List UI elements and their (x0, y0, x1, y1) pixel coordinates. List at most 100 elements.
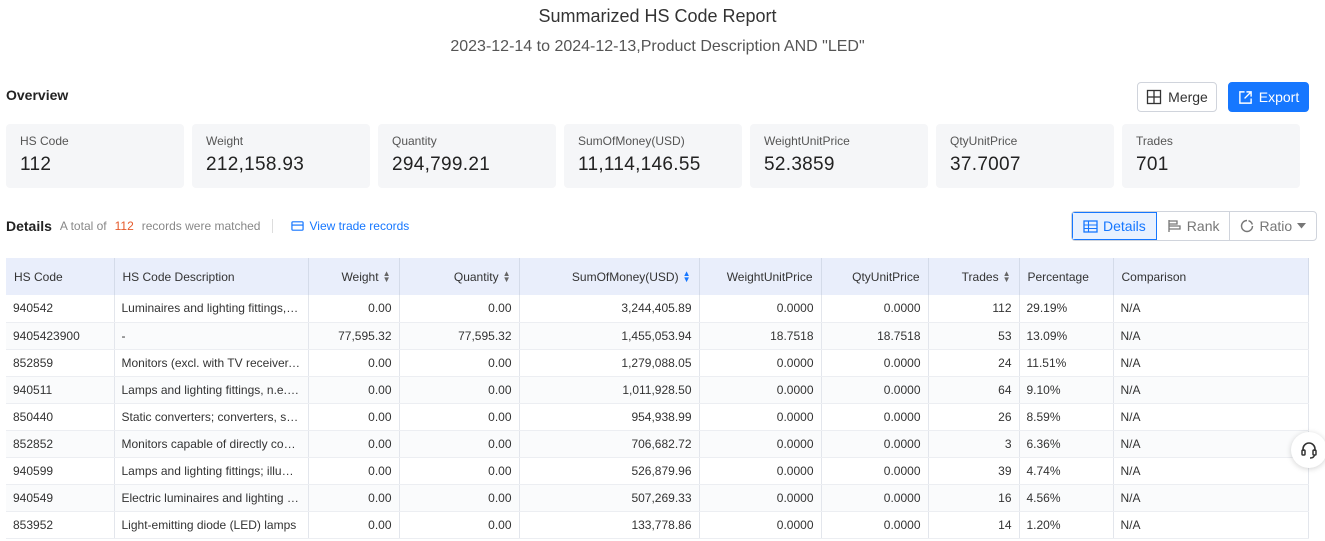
divider (272, 219, 274, 233)
cell-hs-code: 940599 (6, 457, 115, 485)
cell-sum-of-money: 133,778.86 (519, 511, 700, 539)
cell-quantity: 0.00 (399, 511, 520, 539)
cell-comparison: N/A (1113, 430, 1309, 458)
cell-description: - (114, 322, 309, 350)
cell-weight: 0.00 (308, 430, 400, 458)
cell-quantity: 0.00 (399, 295, 520, 323)
cell-weight-unit-price: 0.0000 (699, 403, 822, 431)
cell-weight: 0.00 (308, 484, 400, 512)
cell-sum-of-money: 1,279,088.05 (519, 349, 700, 377)
cell-hs-code: 9405423900 (6, 322, 115, 350)
cell-percentage: 9.10% (1019, 376, 1114, 404)
sort-icon[interactable]: ▲ ▼ (502, 269, 511, 285)
export-button[interactable]: Export (1228, 82, 1309, 112)
cell-comparison: N/A (1113, 349, 1309, 377)
cell-quantity: 77,595.32 (399, 322, 520, 350)
card-sum-of-money: SumOfMoney(USD) 11,114,146.55 (564, 124, 742, 188)
card-value: 294,799.21 (392, 154, 491, 175)
table-row[interactable]: 940511 Lamps and lighting fittings, n.e.s… (6, 376, 1309, 404)
cell-sum-of-money: 1,455,053.94 (519, 322, 700, 350)
col-trades[interactable]: Trades ▲ ▼ (928, 258, 1020, 295)
card-key: SumOfMoney(USD) (578, 134, 685, 148)
cell-comparison: N/A (1113, 403, 1309, 431)
caret-down-icon (1297, 223, 1307, 229)
table-row[interactable]: 852852 Monitors capable of directly conn.… (6, 430, 1309, 458)
grid-icon (1083, 219, 1098, 233)
cell-qty-unit-price: 0.0000 (821, 484, 929, 512)
view-switcher: Details Rank Ratio (1071, 211, 1318, 241)
sort-icon[interactable]: ▲ ▼ (382, 269, 391, 285)
card-value: 112 (20, 154, 52, 175)
tab-ratio[interactable]: Ratio (1230, 212, 1316, 240)
card-key: WeightUnitPrice (764, 134, 850, 148)
cell-hs-code: 852859 (6, 349, 115, 377)
tab-details-label: Details (1103, 218, 1146, 234)
cell-weight: 0.00 (308, 376, 400, 404)
merge-icon (1147, 89, 1162, 105)
view-trade-records-label: View trade records (309, 219, 410, 233)
cell-description: Lamps and lighting fittings; illumi... (114, 457, 309, 485)
table-row[interactable]: 9405423900-77,595.32 77,595.32 1,455,053.9… (6, 322, 1309, 350)
card-key: Trades (1136, 134, 1173, 148)
merge-button[interactable]: Merge (1137, 82, 1217, 112)
cell-trades: 64 (928, 376, 1020, 404)
cell-sum-of-money: 507,269.33 (519, 484, 700, 512)
cell-hs-code: 850440 (6, 403, 115, 431)
table-row[interactable]: 853952 Light-emitting diode (LED) lamps 0.… (6, 511, 1309, 539)
details-bar: Details A total of 112 records were matc… (6, 218, 409, 234)
card-hs-code: HS Code 112 (6, 124, 184, 188)
table-row[interactable]: 852859 Monitors (excl. with TV receiver, … (6, 349, 1309, 377)
cell-comparison: N/A (1113, 484, 1309, 512)
cell-weight-unit-price: 0.0000 (699, 376, 822, 404)
cell-description: Lamps and lighting fittings, n.e.s; ... (114, 376, 309, 404)
col-quantity[interactable]: Quantity ▲ ▼ (399, 258, 520, 295)
col-weight-unit-price: WeightUnitPrice (699, 258, 822, 295)
cell-weight: 0.00 (308, 349, 400, 377)
col-sum-of-money-label: SumOfMoney(USD) (571, 269, 679, 284)
tab-rank[interactable]: Rank (1157, 212, 1231, 240)
details-heading: Details (6, 218, 52, 234)
cell-description: Electric luminaires and lighting fix... (114, 484, 309, 512)
col-quantity-label: Quantity (453, 269, 499, 284)
cell-sum-of-money: 3,244,405.89 (519, 295, 700, 323)
cell-weight-unit-price: 0.0000 (699, 295, 822, 323)
cell-percentage: 11.51% (1019, 349, 1114, 377)
col-sum-of-money[interactable]: SumOfMoney(USD) ▲ ▼ (519, 258, 700, 295)
col-weight[interactable]: Weight ▲ ▼ (308, 258, 400, 295)
cell-quantity: 0.00 (399, 376, 520, 404)
col-percentage: Percentage (1019, 258, 1114, 295)
cell-description: Monitors capable of directly conn... (114, 430, 309, 458)
card-qty-unit-price: QtyUnitPrice 37.7007 (936, 124, 1114, 188)
cell-trades: 16 (928, 484, 1020, 512)
total-suffix: records were matched (141, 219, 261, 233)
table-header-row: HS Code HS Code Description Weight ▲ ▼ Qua… (6, 258, 1309, 295)
cell-weight-unit-price: 18.7518 (699, 322, 822, 350)
sort-icon[interactable]: ▲ ▼ (1002, 269, 1011, 285)
cell-weight: 0.00 (308, 295, 400, 323)
cell-description: Monitors (excl. with TV receiver, C... (114, 349, 309, 377)
cell-qty-unit-price: 0.0000 (821, 457, 929, 485)
cell-hs-code: 940542 (6, 295, 115, 323)
cell-hs-code: 852852 (6, 430, 115, 458)
col-trades-label: Trades (961, 269, 999, 284)
table-row[interactable]: 940542 Luminaires and lighting fittings, … (6, 295, 1309, 323)
cell-qty-unit-price: 0.0000 (821, 376, 929, 404)
cell-percentage: 13.09% (1019, 322, 1114, 350)
cell-sum-of-money: 706,682.72 (519, 430, 700, 458)
cell-qty-unit-price: 0.0000 (821, 349, 929, 377)
cell-percentage: 4.56% (1019, 484, 1114, 512)
support-button[interactable] (1291, 432, 1325, 468)
table-row[interactable]: 850440 Static converters; converters, sta… (6, 403, 1309, 431)
cell-sum-of-money: 1,011,928.50 (519, 376, 700, 404)
table-row[interactable]: 940599 Lamps and lighting fittings; illum… (6, 457, 1309, 485)
total-prefix: A total of (59, 219, 107, 233)
ratio-icon (1241, 219, 1254, 233)
card-key: HS Code (20, 134, 69, 148)
sort-icon[interactable]: ▲ ▼ (682, 269, 691, 285)
view-trade-records-link[interactable]: View trade records (291, 219, 409, 233)
card-key: QtyUnitPrice (950, 134, 1018, 148)
table-row[interactable]: 940549 Electric luminaires and lighting f… (6, 484, 1309, 512)
cell-comparison: N/A (1113, 457, 1309, 485)
cell-quantity: 0.00 (399, 403, 520, 431)
tab-details[interactable]: Details (1072, 212, 1157, 240)
